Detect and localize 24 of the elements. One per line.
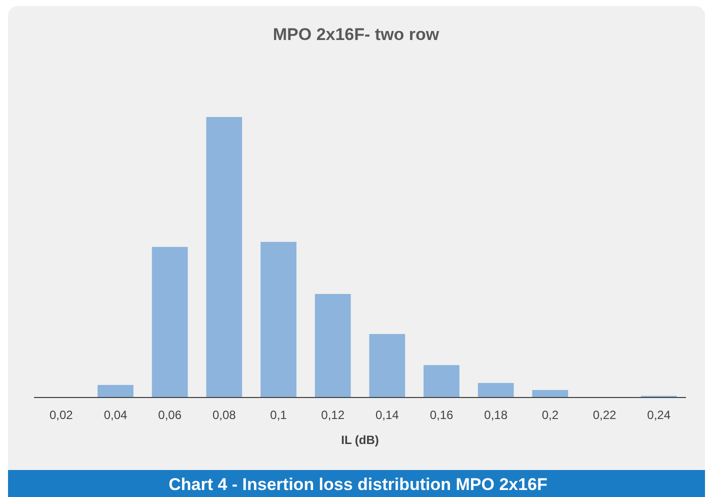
x-tick-label: 0,24 <box>647 408 671 422</box>
x-tick-label: 0,02 <box>49 408 74 422</box>
caption: Chart 4 - Insertion loss distribution MPO 2x16F <box>168 475 548 494</box>
bar <box>152 246 188 397</box>
bar <box>478 383 514 397</box>
bar <box>532 390 568 397</box>
bar <box>98 384 134 397</box>
x-tick-label: 0,14 <box>375 408 400 422</box>
x-tick-label: 0,12 <box>321 408 345 422</box>
x-tick-label: 0,08 <box>212 408 236 422</box>
x-tick-label: 0,04 <box>104 408 128 422</box>
x-tick-label: 0,1 <box>270 408 288 422</box>
x-tick-label: 0,16 <box>430 408 454 422</box>
x-tick-label: 0,18 <box>484 408 508 422</box>
x-axis-title: IL (dB) <box>341 433 379 447</box>
bar <box>260 242 296 397</box>
x-tick-label: 0,2 <box>542 408 559 422</box>
bar <box>206 117 242 397</box>
bar <box>369 334 406 397</box>
chart-title: MPO 2x16F- two row <box>272 25 440 44</box>
bar <box>314 294 351 397</box>
bar <box>424 365 460 397</box>
x-tick-label: 0,06 <box>158 408 182 422</box>
x-tick-label: 0,22 <box>592 408 616 422</box>
